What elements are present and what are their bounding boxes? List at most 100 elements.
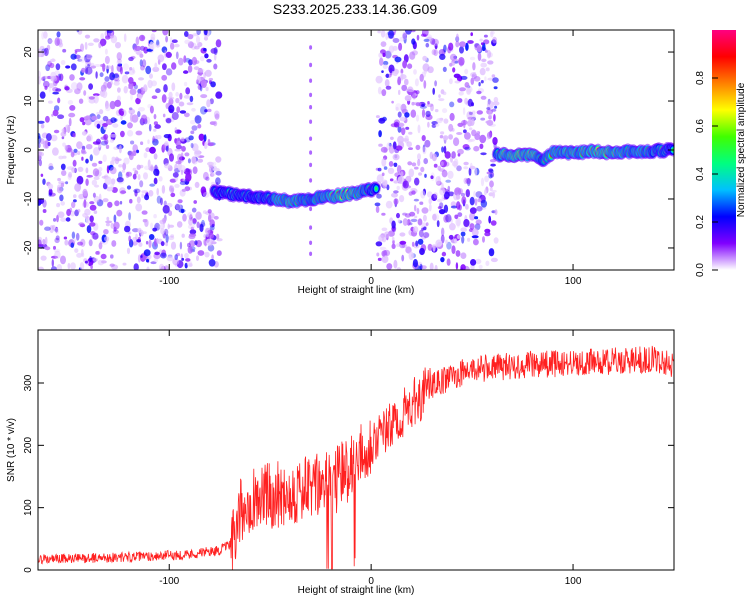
noise-speck: [465, 189, 470, 198]
noise-speck: [186, 102, 194, 106]
noise-speck: [442, 66, 447, 72]
noise-speck: [169, 153, 174, 162]
y-tick-label: 0: [23, 567, 34, 573]
noise-speck: [52, 109, 59, 117]
noise-speck: [384, 50, 392, 59]
noise-speck: [184, 31, 189, 37]
noise-speck: [215, 39, 222, 48]
noise-speck: [40, 123, 45, 129]
noise-speck: [488, 115, 492, 120]
noise-speck: [467, 40, 474, 44]
noise-speck: [38, 70, 41, 79]
noise-speck: [64, 239, 69, 246]
noise-speck: [215, 177, 221, 186]
noise-speck: [381, 89, 387, 97]
noise-speck: [136, 164, 141, 170]
noise-speck: [70, 63, 77, 71]
noise-speck: [174, 148, 182, 152]
noise-speck: [183, 95, 190, 99]
noise-speck: [38, 236, 43, 245]
noise-speck: [75, 232, 80, 241]
noise-speck: [156, 39, 160, 46]
noise-speck: [38, 142, 41, 149]
noise-speck: [469, 118, 475, 126]
noise-speck: [163, 163, 171, 169]
noise-speck: [183, 81, 188, 87]
noise-speck: [417, 153, 421, 161]
noise-speck: [468, 167, 472, 176]
noise-speck: [415, 114, 420, 122]
noise-speck: [118, 145, 122, 154]
noise-speck: [92, 93, 100, 97]
noise-speck: [488, 169, 494, 174]
noise-speck: [152, 138, 159, 146]
noise-speck: [132, 167, 137, 172]
noise-speck: [106, 186, 114, 192]
noise-speck: [415, 90, 420, 95]
noise-speck: [411, 38, 416, 45]
noise-speck: [423, 158, 429, 165]
noise-speck: [190, 142, 194, 149]
noise-speck: [110, 254, 114, 259]
noise-speck: [455, 262, 459, 270]
noise-speck: [77, 30, 83, 35]
noise-speck: [141, 210, 148, 215]
noise-speck: [74, 209, 79, 217]
noise-speck: [128, 235, 132, 242]
noise-speck: [449, 53, 457, 61]
noise-speck: [420, 166, 425, 173]
noise-speck: [161, 94, 167, 103]
noise-speck: [110, 178, 116, 185]
noise-speck: [470, 32, 474, 37]
noise-speck: [109, 133, 117, 138]
noise-speck: [439, 202, 444, 209]
noise-speck: [461, 235, 465, 244]
noise-speck: [154, 251, 160, 256]
noise-speck: [100, 140, 108, 146]
noise-speck: [396, 165, 402, 174]
noise-speck: [411, 190, 416, 195]
noise-speck: [194, 115, 202, 124]
noise-speck: [443, 145, 447, 154]
noise-speck: [404, 95, 412, 102]
noise-speck: [73, 194, 77, 199]
noise-speck: [188, 234, 196, 240]
noise-speck: [484, 231, 491, 237]
noise-speck: [83, 90, 87, 96]
noise-speck: [448, 134, 453, 140]
noise-speck: [158, 263, 165, 270]
noise-speck: [78, 222, 85, 226]
noise-speck: [385, 73, 389, 79]
noise-speck: [175, 97, 180, 104]
noise-speck: [160, 241, 165, 247]
noise-speck: [309, 240, 313, 245]
noise-speck: [469, 56, 476, 61]
noise-speck: [478, 264, 483, 269]
noise-speck: [422, 214, 427, 222]
noise-speck: [197, 250, 205, 256]
noise-speck: [488, 110, 493, 119]
noise-speck: [187, 212, 193, 219]
noise-speck: [197, 158, 204, 163]
noise-speck: [119, 66, 123, 75]
noise-speck: [140, 141, 144, 145]
noise-speck: [419, 201, 424, 205]
noise-speck: [87, 95, 90, 101]
noise-speck: [465, 203, 469, 210]
noise-speck: [381, 227, 388, 232]
snr-y-label: SNR (10 * v/v): [6, 418, 17, 482]
noise-speck: [91, 115, 98, 121]
noise-speck: [209, 172, 215, 177]
noise-speck: [203, 72, 206, 79]
noise-speck: [184, 137, 191, 143]
noise-speck: [475, 191, 483, 198]
noise-speck: [126, 185, 132, 190]
noise-speck: [57, 211, 65, 218]
noise-speck: [437, 206, 442, 210]
noise-speck: [416, 207, 420, 215]
noise-speck: [172, 258, 180, 266]
noise-speck: [376, 174, 384, 183]
noise-speck: [109, 138, 115, 143]
noise-speck: [397, 219, 401, 223]
noise-speck: [188, 240, 196, 247]
